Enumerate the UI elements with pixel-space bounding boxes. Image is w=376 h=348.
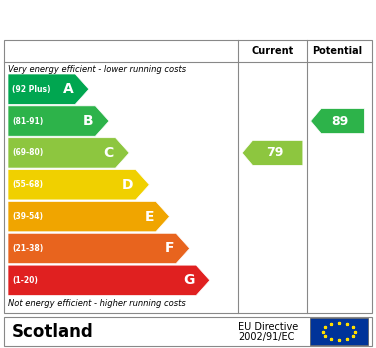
Text: (81-91): (81-91) bbox=[12, 117, 43, 126]
Polygon shape bbox=[242, 141, 303, 165]
Polygon shape bbox=[8, 138, 129, 168]
Text: (39-54): (39-54) bbox=[12, 212, 43, 221]
Text: EU Directive: EU Directive bbox=[238, 322, 298, 332]
Polygon shape bbox=[8, 106, 109, 136]
Bar bbox=[4, 317, 372, 346]
Text: E: E bbox=[144, 209, 154, 224]
Polygon shape bbox=[8, 265, 210, 295]
Text: Energy Efficiency Rating: Energy Efficiency Rating bbox=[64, 10, 312, 28]
Text: C: C bbox=[103, 146, 114, 160]
Text: (55-68): (55-68) bbox=[12, 180, 43, 189]
Text: 89: 89 bbox=[331, 114, 348, 127]
Text: Potential: Potential bbox=[312, 46, 362, 56]
Polygon shape bbox=[8, 201, 170, 232]
Text: (21-38): (21-38) bbox=[12, 244, 43, 253]
Text: Scotland: Scotland bbox=[12, 323, 94, 341]
Text: F: F bbox=[165, 242, 174, 255]
Text: D: D bbox=[122, 178, 134, 192]
Text: A: A bbox=[62, 82, 73, 96]
Text: 2002/91/EC: 2002/91/EC bbox=[238, 332, 294, 342]
Text: G: G bbox=[183, 273, 194, 287]
Text: (69-80): (69-80) bbox=[12, 148, 43, 157]
Bar bbox=[310, 318, 368, 345]
Text: Very energy efficient - lower running costs: Very energy efficient - lower running co… bbox=[8, 65, 186, 74]
Polygon shape bbox=[8, 169, 149, 200]
Polygon shape bbox=[8, 233, 190, 264]
Text: 79: 79 bbox=[266, 147, 283, 159]
Text: Current: Current bbox=[252, 46, 294, 56]
Text: (1-20): (1-20) bbox=[12, 276, 38, 285]
Text: Not energy efficient - higher running costs: Not energy efficient - higher running co… bbox=[8, 299, 186, 308]
Text: (92 Plus): (92 Plus) bbox=[12, 85, 50, 94]
Polygon shape bbox=[8, 74, 89, 104]
Text: B: B bbox=[83, 114, 93, 128]
Polygon shape bbox=[311, 109, 364, 134]
